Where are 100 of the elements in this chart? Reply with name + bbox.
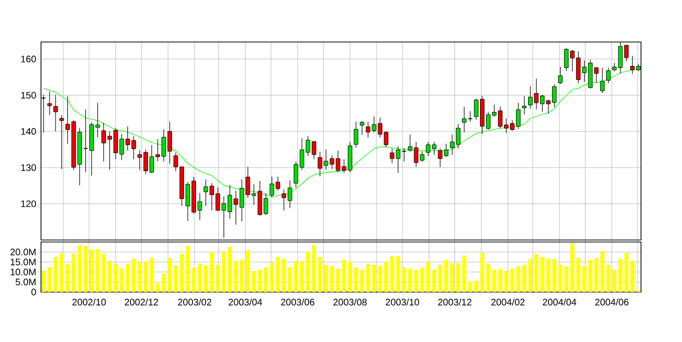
bar xyxy=(366,264,370,292)
bar xyxy=(60,253,64,292)
bar xyxy=(120,268,124,292)
bar xyxy=(408,268,412,292)
y-tick-label: 10.0M xyxy=(10,268,36,276)
bar xyxy=(216,264,220,292)
bar xyxy=(444,260,448,292)
bar xyxy=(336,268,340,292)
y-tick-label: 15.0M xyxy=(10,258,36,266)
bar xyxy=(102,254,106,292)
bar xyxy=(66,264,70,292)
bar xyxy=(378,266,382,292)
bar xyxy=(600,251,604,292)
bar xyxy=(360,270,364,292)
y-tick-label: 160 xyxy=(21,56,36,62)
candlestick xyxy=(354,121,358,148)
x-tick-label: 2003/06 xyxy=(281,298,314,306)
bar xyxy=(552,258,556,292)
bar xyxy=(306,252,310,292)
bar xyxy=(468,282,472,292)
bar xyxy=(126,264,130,292)
bar xyxy=(192,268,196,292)
bar xyxy=(582,266,586,292)
bar xyxy=(528,258,532,292)
x-tick-label: 2003/12 xyxy=(438,298,472,306)
bar xyxy=(282,258,286,292)
bar xyxy=(330,266,334,292)
bar xyxy=(612,270,616,292)
candlestick xyxy=(600,67,605,94)
bar xyxy=(108,260,112,292)
bar xyxy=(48,267,52,292)
bar xyxy=(486,264,490,292)
bar xyxy=(90,250,94,292)
bar xyxy=(402,267,406,292)
bar xyxy=(534,254,538,292)
y-tick-label: 0 xyxy=(31,288,36,296)
bar xyxy=(204,265,208,292)
bar xyxy=(624,253,628,292)
y-tick-label: 130 xyxy=(21,164,36,171)
bar xyxy=(474,280,478,292)
bar xyxy=(390,256,394,292)
candlestick xyxy=(360,120,364,135)
bar xyxy=(270,262,274,292)
y-tick-label: 150 xyxy=(21,92,36,99)
bar xyxy=(300,261,304,292)
bar xyxy=(354,267,358,292)
bar xyxy=(114,264,118,292)
bar xyxy=(180,254,184,292)
bar xyxy=(432,270,436,292)
x-tick-label: 2003/10 xyxy=(386,298,420,306)
bar xyxy=(138,262,142,292)
bar xyxy=(228,247,232,292)
candlestick xyxy=(59,114,64,170)
bar xyxy=(462,256,466,292)
bar xyxy=(576,258,580,292)
bar xyxy=(252,271,256,292)
x-tick-label: 2004/04 xyxy=(542,298,576,306)
candlestick xyxy=(53,94,58,132)
bar xyxy=(558,264,562,292)
bar xyxy=(594,258,598,292)
bar xyxy=(54,257,58,292)
bar xyxy=(42,270,46,292)
bar xyxy=(264,267,268,292)
bar xyxy=(564,266,568,292)
x-tick-label: 2003/02 xyxy=(178,298,212,306)
bar xyxy=(480,253,484,292)
bar xyxy=(438,264,442,292)
x-tick-label: 2003/04 xyxy=(228,298,262,306)
bar xyxy=(234,260,238,292)
bar xyxy=(456,263,460,292)
candlestick xyxy=(47,91,52,116)
candlestick xyxy=(606,67,611,84)
bar xyxy=(288,267,292,292)
bar xyxy=(384,262,388,292)
x-tick-label: 2004/06 xyxy=(595,298,629,306)
bar xyxy=(606,264,610,292)
bar xyxy=(156,283,160,292)
bar xyxy=(198,264,202,292)
bar xyxy=(222,252,226,292)
bar xyxy=(72,254,76,292)
candlestick xyxy=(558,66,563,84)
bar xyxy=(276,257,280,292)
y-tick-label: 20.0M xyxy=(10,248,36,256)
bar xyxy=(84,246,88,292)
bar xyxy=(396,256,400,292)
x-tick-label: 2003/08 xyxy=(333,298,367,306)
bar xyxy=(342,260,346,292)
bar xyxy=(372,264,376,292)
bar xyxy=(546,258,550,292)
y-tick-label: 120 xyxy=(21,200,36,208)
bar xyxy=(246,250,250,292)
x-tick-label: 2004/02 xyxy=(491,298,525,306)
bar xyxy=(240,260,244,292)
bar xyxy=(96,249,100,292)
x-tick-label: 2002/12 xyxy=(124,298,158,306)
bar xyxy=(450,263,454,292)
bar xyxy=(618,258,622,292)
bar xyxy=(588,260,592,292)
bar xyxy=(348,262,352,292)
bar xyxy=(570,243,574,292)
